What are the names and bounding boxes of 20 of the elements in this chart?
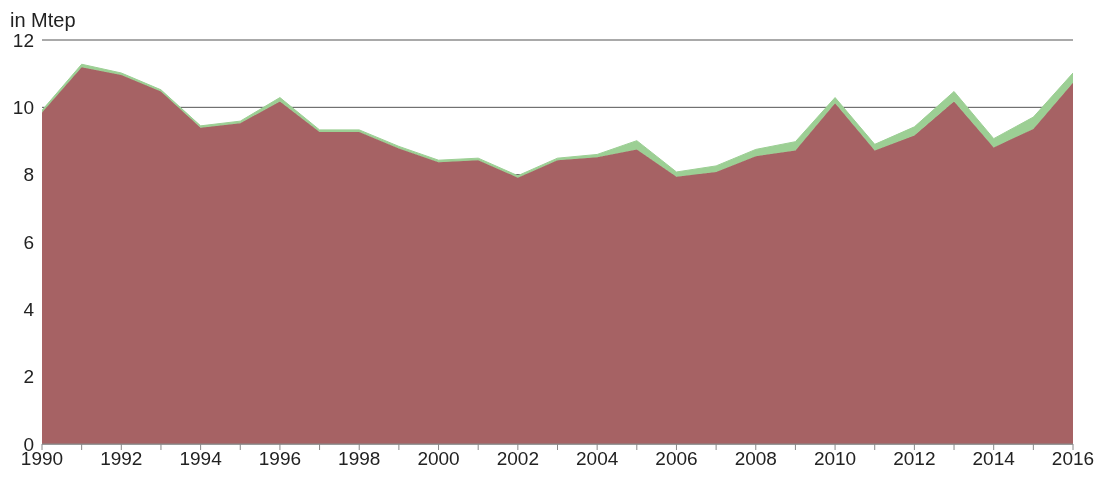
x-tick-label: 1996 xyxy=(258,448,302,470)
y-tick-label: 2 xyxy=(23,366,34,388)
y-axis-title: in Mtep xyxy=(9,8,77,32)
y-tick-label: 12 xyxy=(12,29,34,51)
x-tick-label: 2002 xyxy=(496,448,539,470)
y-tick-label: 10 xyxy=(12,97,34,119)
x-tick-label: 1998 xyxy=(338,448,381,470)
y-tick-label: 8 xyxy=(23,164,34,186)
x-tick-label: 1994 xyxy=(179,448,223,470)
x-tick-label: 2008 xyxy=(734,448,777,470)
x-tick-label: 1992 xyxy=(100,448,143,470)
x-tick-label: 2010 xyxy=(813,448,857,470)
y-tick-label: 4 xyxy=(23,299,35,321)
y-tick-label: 6 xyxy=(23,231,34,253)
x-tick-label: 2000 xyxy=(417,448,460,470)
x-tick-label: 2016 xyxy=(1051,448,1095,470)
x-tick-label: 2014 xyxy=(972,448,1016,470)
x-tick-label: 2012 xyxy=(893,448,936,470)
x-tick-label: 2004 xyxy=(576,448,619,470)
x-tick-label: 2006 xyxy=(655,448,698,470)
